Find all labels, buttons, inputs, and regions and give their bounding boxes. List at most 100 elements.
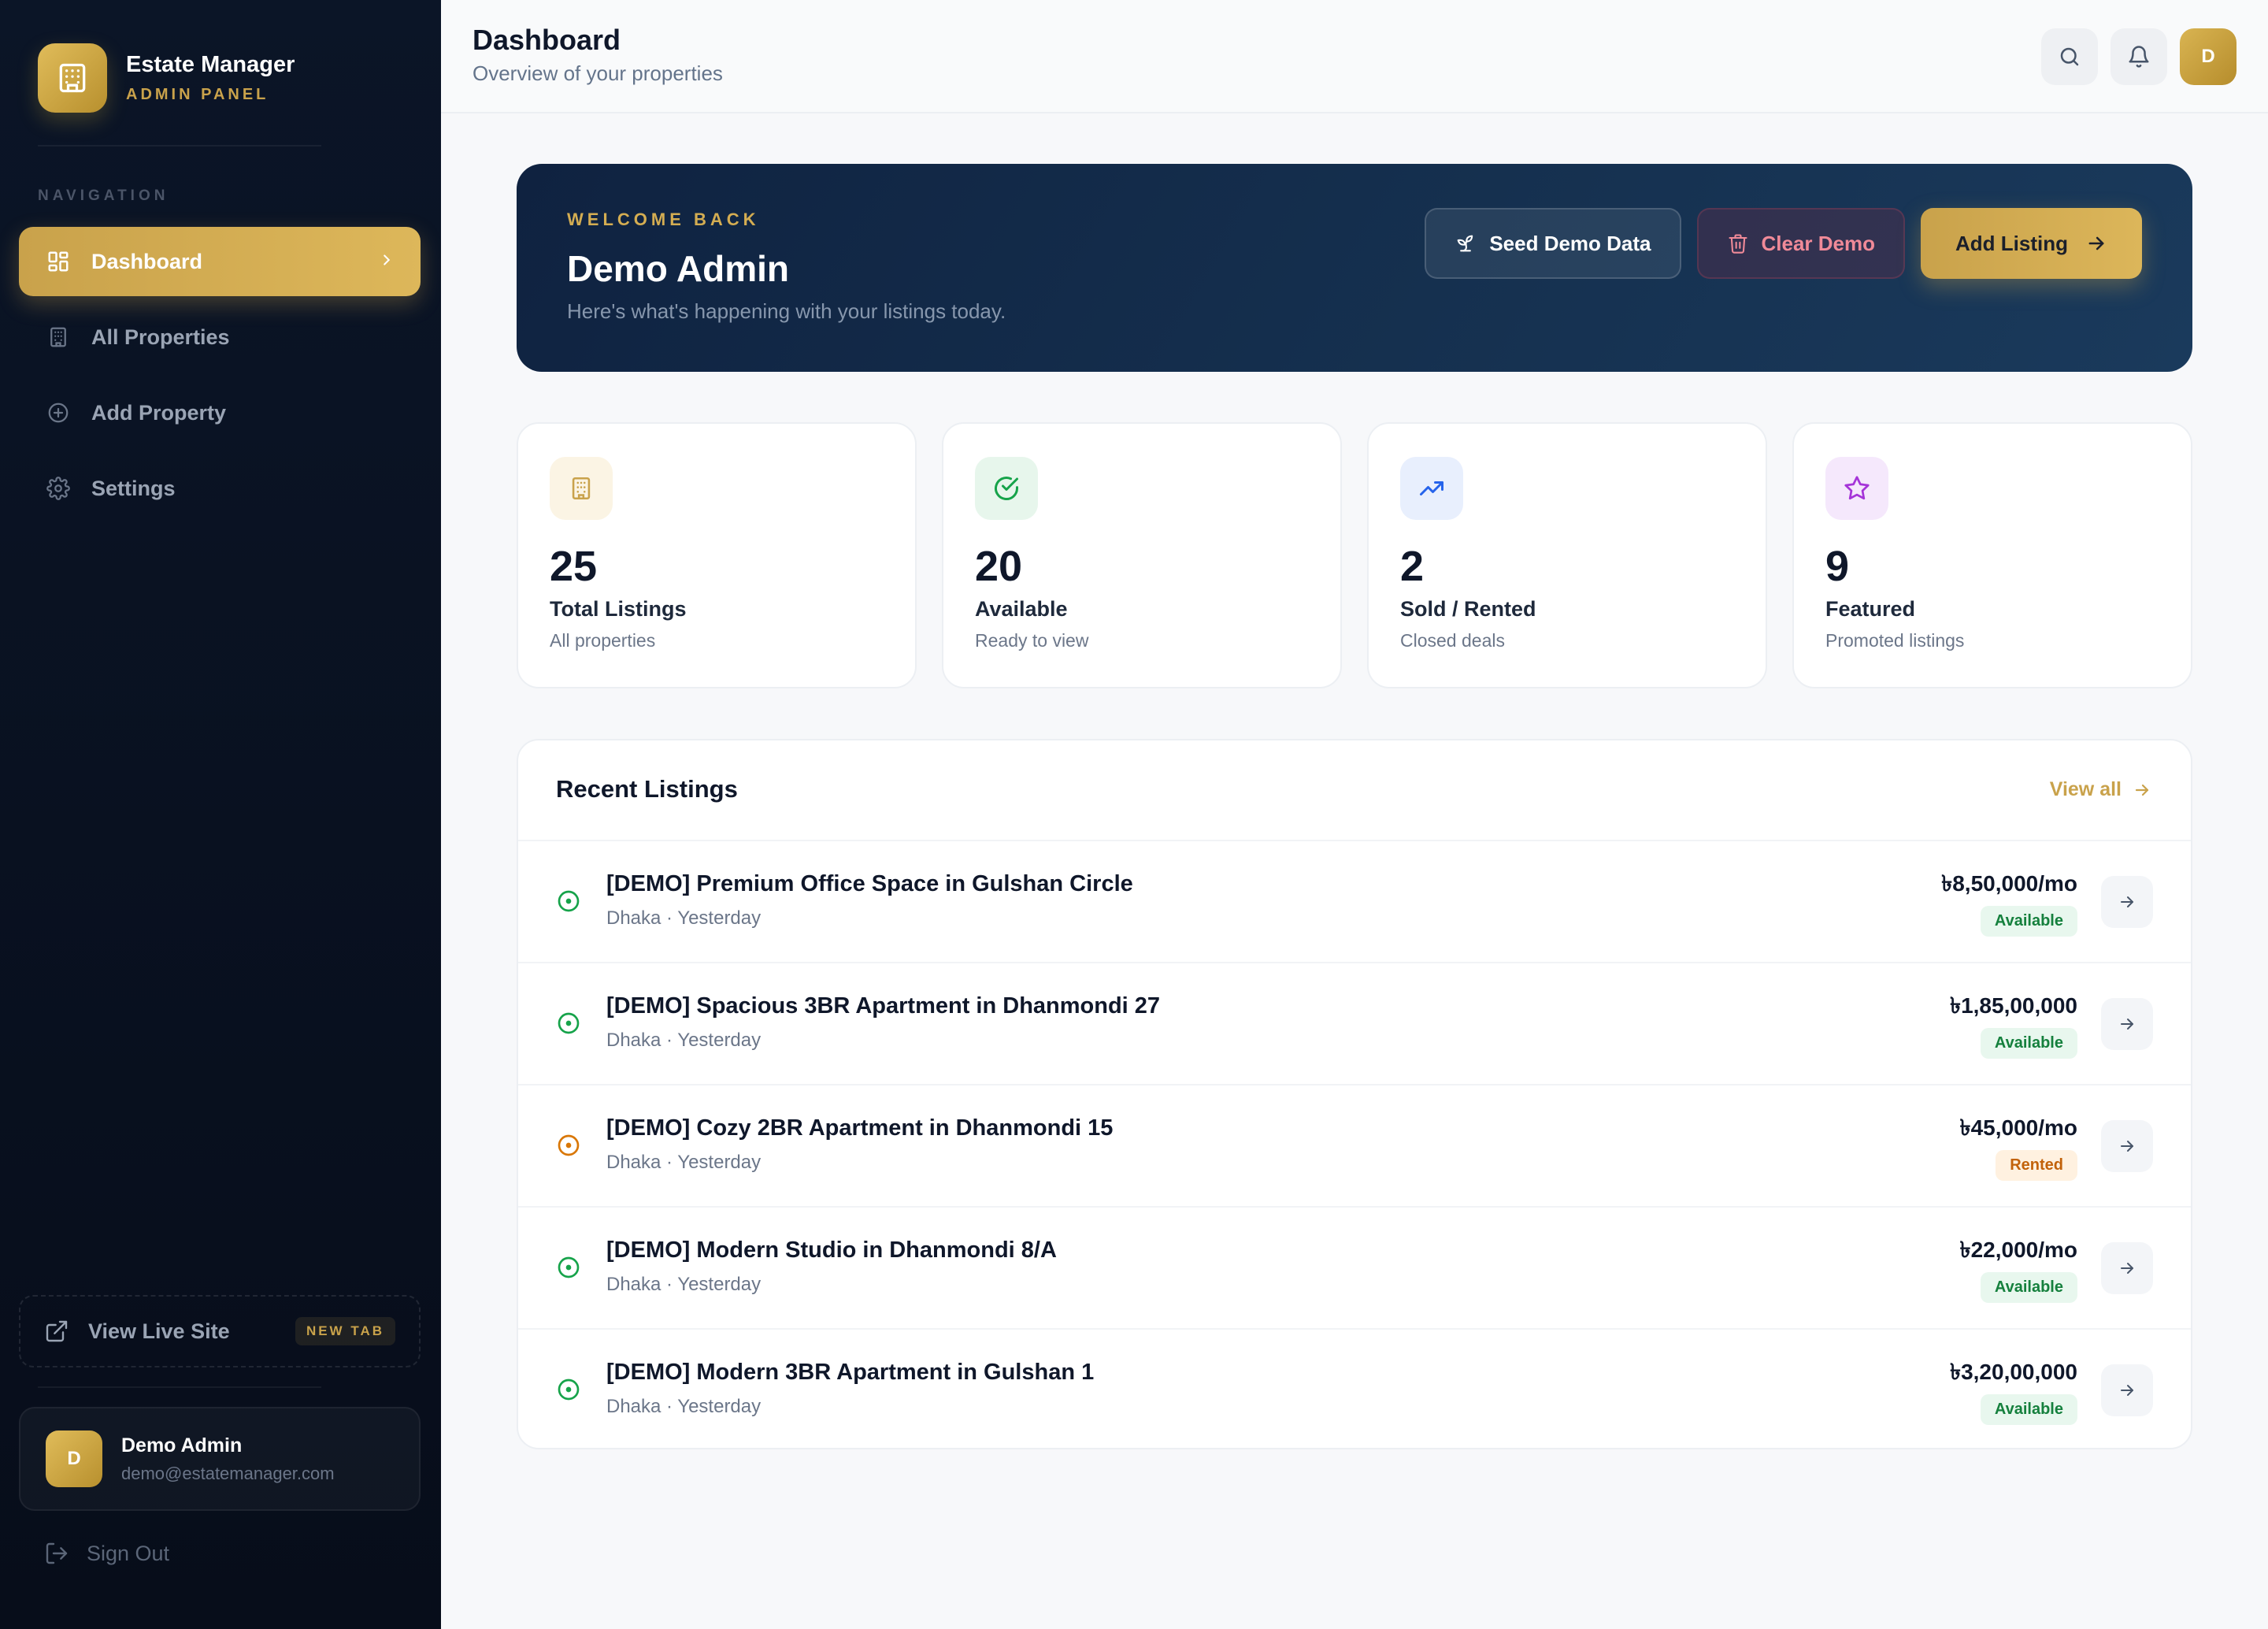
listing-price: ৳45,000/mo: [1959, 1115, 2077, 1140]
status-badge: Available: [1980, 1272, 2077, 1303]
brand-subtitle: ADMIN PANEL: [126, 86, 269, 103]
sidebar-item-label: All Properties: [91, 325, 230, 349]
stat-card-total-listings: 25 Total Listings All properties: [517, 422, 917, 688]
status-badge: Available: [1980, 1028, 2077, 1059]
stat-card-featured: 9 Featured Promoted listings: [1792, 422, 2192, 688]
sign-out-button[interactable]: Sign Out: [44, 1541, 169, 1566]
listing-title[interactable]: [DEMO] Cozy 2BR Apartment in Dhanmondi 1…: [606, 1115, 1114, 1141]
listing-price: ৳3,20,00,000: [1950, 1360, 2077, 1384]
open-listing-button[interactable]: [2101, 876, 2153, 928]
sidebar-item-dashboard[interactable]: Dashboard: [19, 227, 421, 296]
listing-price: ৳22,000/mo: [1959, 1238, 2077, 1262]
user-avatar-button[interactable]: D: [2180, 28, 2236, 85]
arrow-right-icon: [2085, 232, 2107, 254]
notifications-button[interactable]: [2110, 28, 2167, 85]
page-subtitle: Overview of your properties: [472, 61, 723, 85]
search-icon: [2058, 45, 2081, 69]
stat-value: 9: [1825, 543, 1850, 590]
listing-meta: Dhaka · Yesterday: [606, 1152, 762, 1173]
listing-meta: Dhaka · Yesterday: [606, 1030, 762, 1051]
page-title: Dashboard: [472, 24, 621, 56]
stat-card-available: 20 Available Ready to view: [942, 422, 1342, 688]
brand-title: Estate Manager: [126, 52, 295, 77]
view-live-site-link[interactable]: View Live Site NEW TAB: [19, 1295, 421, 1367]
listing-title[interactable]: [DEMO] Spacious 3BR Apartment in Dhanmon…: [606, 993, 1161, 1019]
open-listing-button[interactable]: [2101, 1242, 2153, 1294]
building-icon: [44, 323, 72, 351]
gear-icon: [44, 474, 72, 503]
stat-value: 2: [1400, 543, 1425, 590]
stat-value: 20: [975, 543, 1023, 590]
open-listing-button[interactable]: [2101, 998, 2153, 1050]
stat-label: Total Listings: [550, 597, 687, 621]
welcome-name: Demo Admin: [567, 248, 789, 289]
listing-title[interactable]: [DEMO] Premium Office Space in Gulshan C…: [606, 871, 1133, 896]
new-tab-badge: NEW TAB: [295, 1317, 395, 1345]
welcome-subtitle: Here's what's happening with your listin…: [567, 299, 1006, 323]
listing-meta: Dhaka · Yesterday: [606, 907, 762, 929]
listing-row[interactable]: [DEMO] Modern Studio in Dhanmondi 8/A Dh…: [518, 1208, 2191, 1330]
seed-demo-data-button[interactable]: Seed Demo Data: [1425, 208, 1681, 279]
arrow-right-icon: [2118, 1015, 2136, 1033]
clear-demo-button[interactable]: Clear Demo: [1696, 208, 1906, 279]
status-dot-icon: [556, 889, 581, 914]
listing-price: ৳1,85,00,000: [1950, 993, 2077, 1018]
welcome-banner: WELCOME BACK Demo Admin Here's what's ha…: [517, 164, 2192, 372]
status-dot-icon: [556, 1377, 581, 1402]
check-circle-icon: [975, 457, 1038, 520]
sidebar-item-label: Add Property: [91, 400, 227, 425]
brand[interactable]: Estate Manager ADMIN PANEL: [38, 43, 295, 113]
sprout-icon: [1455, 232, 1477, 254]
listing-title[interactable]: [DEMO] Modern Studio in Dhanmondi 8/A: [606, 1238, 1057, 1263]
building-icon: [38, 43, 107, 113]
add-listing-label: Add Listing: [1955, 231, 2068, 255]
divider: [38, 1386, 321, 1388]
listing-row[interactable]: [DEMO] Premium Office Space in Gulshan C…: [518, 841, 2191, 963]
trending-up-icon: [1400, 457, 1463, 520]
user-card[interactable]: D Demo Admin demo@estatemanager.com: [19, 1407, 421, 1511]
star-icon: [1825, 457, 1888, 520]
listing-price: ৳8,50,000/mo: [1941, 871, 2077, 896]
recent-listings-card: Recent Listings View all [DEMO] Premium …: [517, 739, 2192, 1449]
add-listing-button[interactable]: Add Listing: [1921, 208, 2142, 279]
sidebar-item-all-properties[interactable]: All Properties: [19, 302, 421, 372]
arrow-right-icon: [2118, 1137, 2136, 1156]
sidebar-item-label: Settings: [91, 476, 176, 500]
listing-row[interactable]: [DEMO] Spacious 3BR Apartment in Dhanmon…: [518, 963, 2191, 1085]
sign-out-label: Sign Out: [87, 1541, 170, 1565]
nav-heading: NAVIGATION: [38, 187, 169, 204]
sidebar-item-label: Dashboard: [91, 249, 203, 273]
logout-icon: [44, 1541, 69, 1566]
listing-title[interactable]: [DEMO] Modern 3BR Apartment in Gulshan 1: [606, 1360, 1095, 1385]
stat-card-sold-rented: 2 Sold / Rented Closed deals: [1367, 422, 1767, 688]
status-badge: Rented: [1996, 1150, 2077, 1181]
external-link-icon: [44, 1319, 69, 1344]
listing-row[interactable]: [DEMO] Cozy 2BR Apartment in Dhanmondi 1…: [518, 1085, 2191, 1208]
user-name: Demo Admin: [121, 1434, 243, 1456]
status-dot-icon: [556, 1133, 581, 1158]
recent-listings-title: Recent Listings: [556, 775, 738, 803]
sidebar: Estate Manager ADMIN PANEL NAVIGATION Da…: [0, 0, 441, 1629]
stat-subtitle: All properties: [550, 630, 656, 651]
stat-subtitle: Closed deals: [1400, 630, 1505, 651]
trash-icon: [1727, 232, 1749, 254]
sidebar-item-add-property[interactable]: Add Property: [19, 378, 421, 447]
status-dot-icon: [556, 1255, 581, 1280]
view-all-link[interactable]: View all: [2050, 778, 2151, 801]
listing-meta: Dhaka · Yesterday: [606, 1396, 762, 1417]
stats-row: 25 Total Listings All properties 20 Avai…: [517, 422, 2192, 688]
user-email: demo@estatemanager.com: [121, 1463, 335, 1483]
plus-circle-icon: [44, 399, 72, 427]
stat-subtitle: Promoted listings: [1825, 630, 1965, 651]
status-dot-icon: [556, 1011, 581, 1036]
stat-value: 25: [550, 543, 598, 590]
search-button[interactable]: [2041, 28, 2098, 85]
sidebar-item-settings[interactable]: Settings: [19, 454, 421, 523]
open-listing-button[interactable]: [2101, 1364, 2153, 1416]
arrow-right-icon: [2118, 892, 2136, 911]
arrow-right-icon: [2118, 1259, 2136, 1278]
building-icon: [550, 457, 613, 520]
open-listing-button[interactable]: [2101, 1120, 2153, 1172]
listing-row[interactable]: [DEMO] Modern 3BR Apartment in Gulshan 1…: [518, 1330, 2191, 1448]
status-badge: Available: [1980, 906, 2077, 937]
